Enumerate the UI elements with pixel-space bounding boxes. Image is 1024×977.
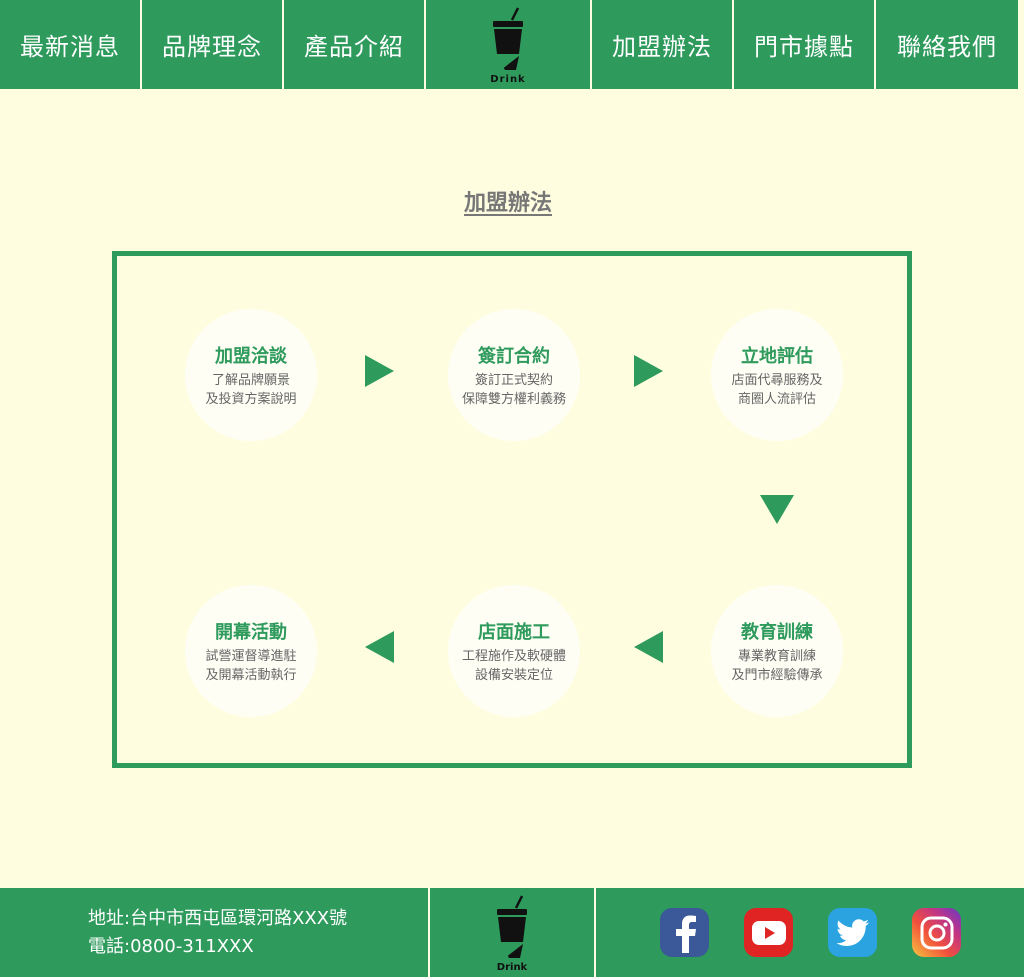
step-training: 教育訓練 專業教育訓練 及門市經驗傳承 <box>711 585 843 717</box>
facebook-icon[interactable] <box>660 908 709 957</box>
nav-logo[interactable]: Drink <box>426 0 592 89</box>
step-grand-opening: 開幕活動 試營運督導進駐 及開幕活動執行 <box>185 585 317 717</box>
arrow-down-icon <box>760 495 794 524</box>
nav-news[interactable]: 最新消息 <box>0 0 142 89</box>
youtube-icon[interactable] <box>744 908 793 957</box>
step-desc: 工程施作及軟硬體 <box>461 648 566 664</box>
step-site-evaluation: 立地評估 店面代尋服務及 商圈人流評估 <box>711 309 843 441</box>
step-title: 開幕活動 <box>215 621 287 643</box>
footer-contact-info: 地址:台中市西屯區環河路XXX號 電話:0800-311XXX <box>0 888 428 977</box>
nav-products[interactable]: 產品介紹 <box>284 0 426 89</box>
step-title: 加盟洽談 <box>215 345 287 367</box>
drink-cup-icon: Drink <box>497 894 528 972</box>
nav-franchise[interactable]: 加盟辦法 <box>592 0 734 89</box>
step-desc: 設備安裝定位 <box>474 667 553 683</box>
step-desc: 簽訂正式契約 <box>474 372 553 388</box>
step-desc: 保障雙方權利義務 <box>461 391 566 407</box>
main-nav: 最新消息 品牌理念 產品介紹 Drink 加盟辦法 門市據點 聯絡我們 <box>0 0 1024 89</box>
step-franchise-talk: 加盟洽談 了解品牌願景 及投資方案說明 <box>185 309 317 441</box>
step-desc: 及開幕活動執行 <box>205 667 297 683</box>
step-construction: 店面施工 工程施作及軟硬體 設備安裝定位 <box>448 585 580 717</box>
nav-brand-concept[interactable]: 品牌理念 <box>142 0 284 89</box>
twitter-icon[interactable] <box>828 908 877 957</box>
nav-contact[interactable]: 聯絡我們 <box>876 0 1018 89</box>
step-title: 店面施工 <box>478 621 550 643</box>
arrow-left-icon <box>365 631 394 663</box>
step-desc: 及投資方案說明 <box>205 391 297 407</box>
page-title: 加盟辦法 <box>463 191 552 216</box>
footer-address: 地址:台中市西屯區環河路XXX號 <box>88 907 348 929</box>
franchise-process: 加盟洽談 了解品牌願景 及投資方案說明 簽訂合約 簽訂正式契約 保障雙方權利義務… <box>112 251 912 768</box>
footer: 地址:台中市西屯區環河路XXX號 電話:0800-311XXX Drink <box>0 888 1024 977</box>
arrow-right-icon <box>365 355 394 387</box>
step-desc: 專業教育訓練 <box>737 648 816 664</box>
step-title: 教育訓練 <box>741 621 813 643</box>
svg-text:Drink: Drink <box>497 962 528 972</box>
step-title: 簽訂合約 <box>478 345 550 367</box>
step-desc: 試營運督導進駐 <box>205 648 297 664</box>
step-desc: 商圈人流評估 <box>737 391 816 407</box>
step-title: 立地評估 <box>741 345 813 367</box>
instagram-icon[interactable] <box>912 908 961 957</box>
footer-logo[interactable]: Drink <box>430 888 594 977</box>
svg-text:Drink: Drink <box>490 74 525 84</box>
step-desc: 店面代尋服務及 <box>731 372 823 388</box>
arrow-right-icon <box>634 355 663 387</box>
step-sign-contract: 簽訂合約 簽訂正式契約 保障雙方權利義務 <box>448 309 580 441</box>
arrow-left-icon <box>634 631 663 663</box>
social-links <box>596 888 1024 977</box>
step-desc: 了解品牌願景 <box>211 372 290 388</box>
footer-phone: 電話:0800-311XXX <box>88 935 254 957</box>
step-desc: 及門市經驗傳承 <box>731 667 823 683</box>
drink-cup-icon: Drink <box>490 6 525 84</box>
nav-stores[interactable]: 門市據點 <box>734 0 876 89</box>
